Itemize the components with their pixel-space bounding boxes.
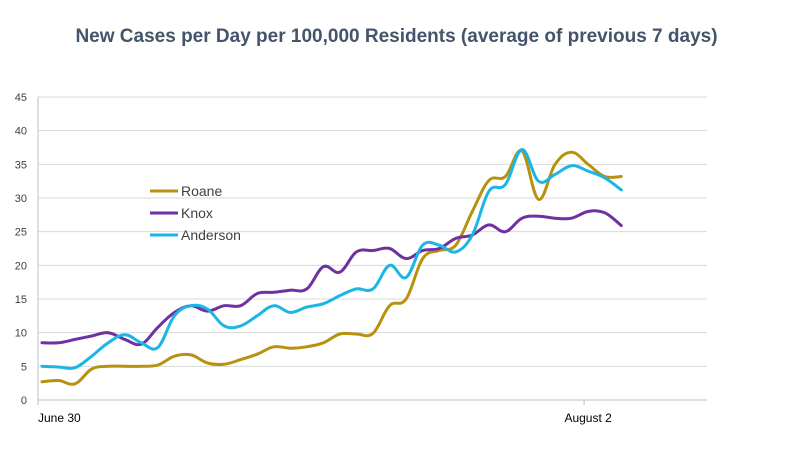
axes: 0 5 10 15 20 25 30 35 40 45 June 30 August 2	[15, 92, 707, 425]
x-tick-label: June 30	[38, 411, 81, 425]
y-tick-label: 15	[15, 294, 27, 306]
gridlines	[38, 96, 707, 367]
y-tick-label: 35	[15, 159, 27, 171]
y-tick-label: 40	[15, 126, 27, 138]
y-tick-label: 0	[21, 395, 27, 407]
y-tick-label: 5	[21, 361, 27, 373]
legend-label-knox: Knox	[181, 205, 213, 221]
series-line-roane	[40, 149, 623, 386]
legend-label-roane: Roane	[181, 183, 222, 199]
y-tick-label: 25	[15, 227, 27, 239]
y-tick-label: 10	[15, 328, 27, 340]
y-tick-label: 20	[15, 260, 27, 272]
y-tick-label: 45	[15, 92, 27, 104]
chart-title: New Cases per Day per 100,000 Residents …	[75, 26, 718, 47]
legend: Roane Knox Anderson	[150, 183, 241, 243]
series-line-anderson	[40, 148, 623, 370]
series-line-knox	[40, 209, 623, 347]
y-tick-label: 30	[15, 193, 27, 205]
series-lines	[40, 148, 623, 386]
legend-label-anderson: Anderson	[181, 227, 241, 243]
x-tick-label: August 2	[564, 411, 612, 425]
